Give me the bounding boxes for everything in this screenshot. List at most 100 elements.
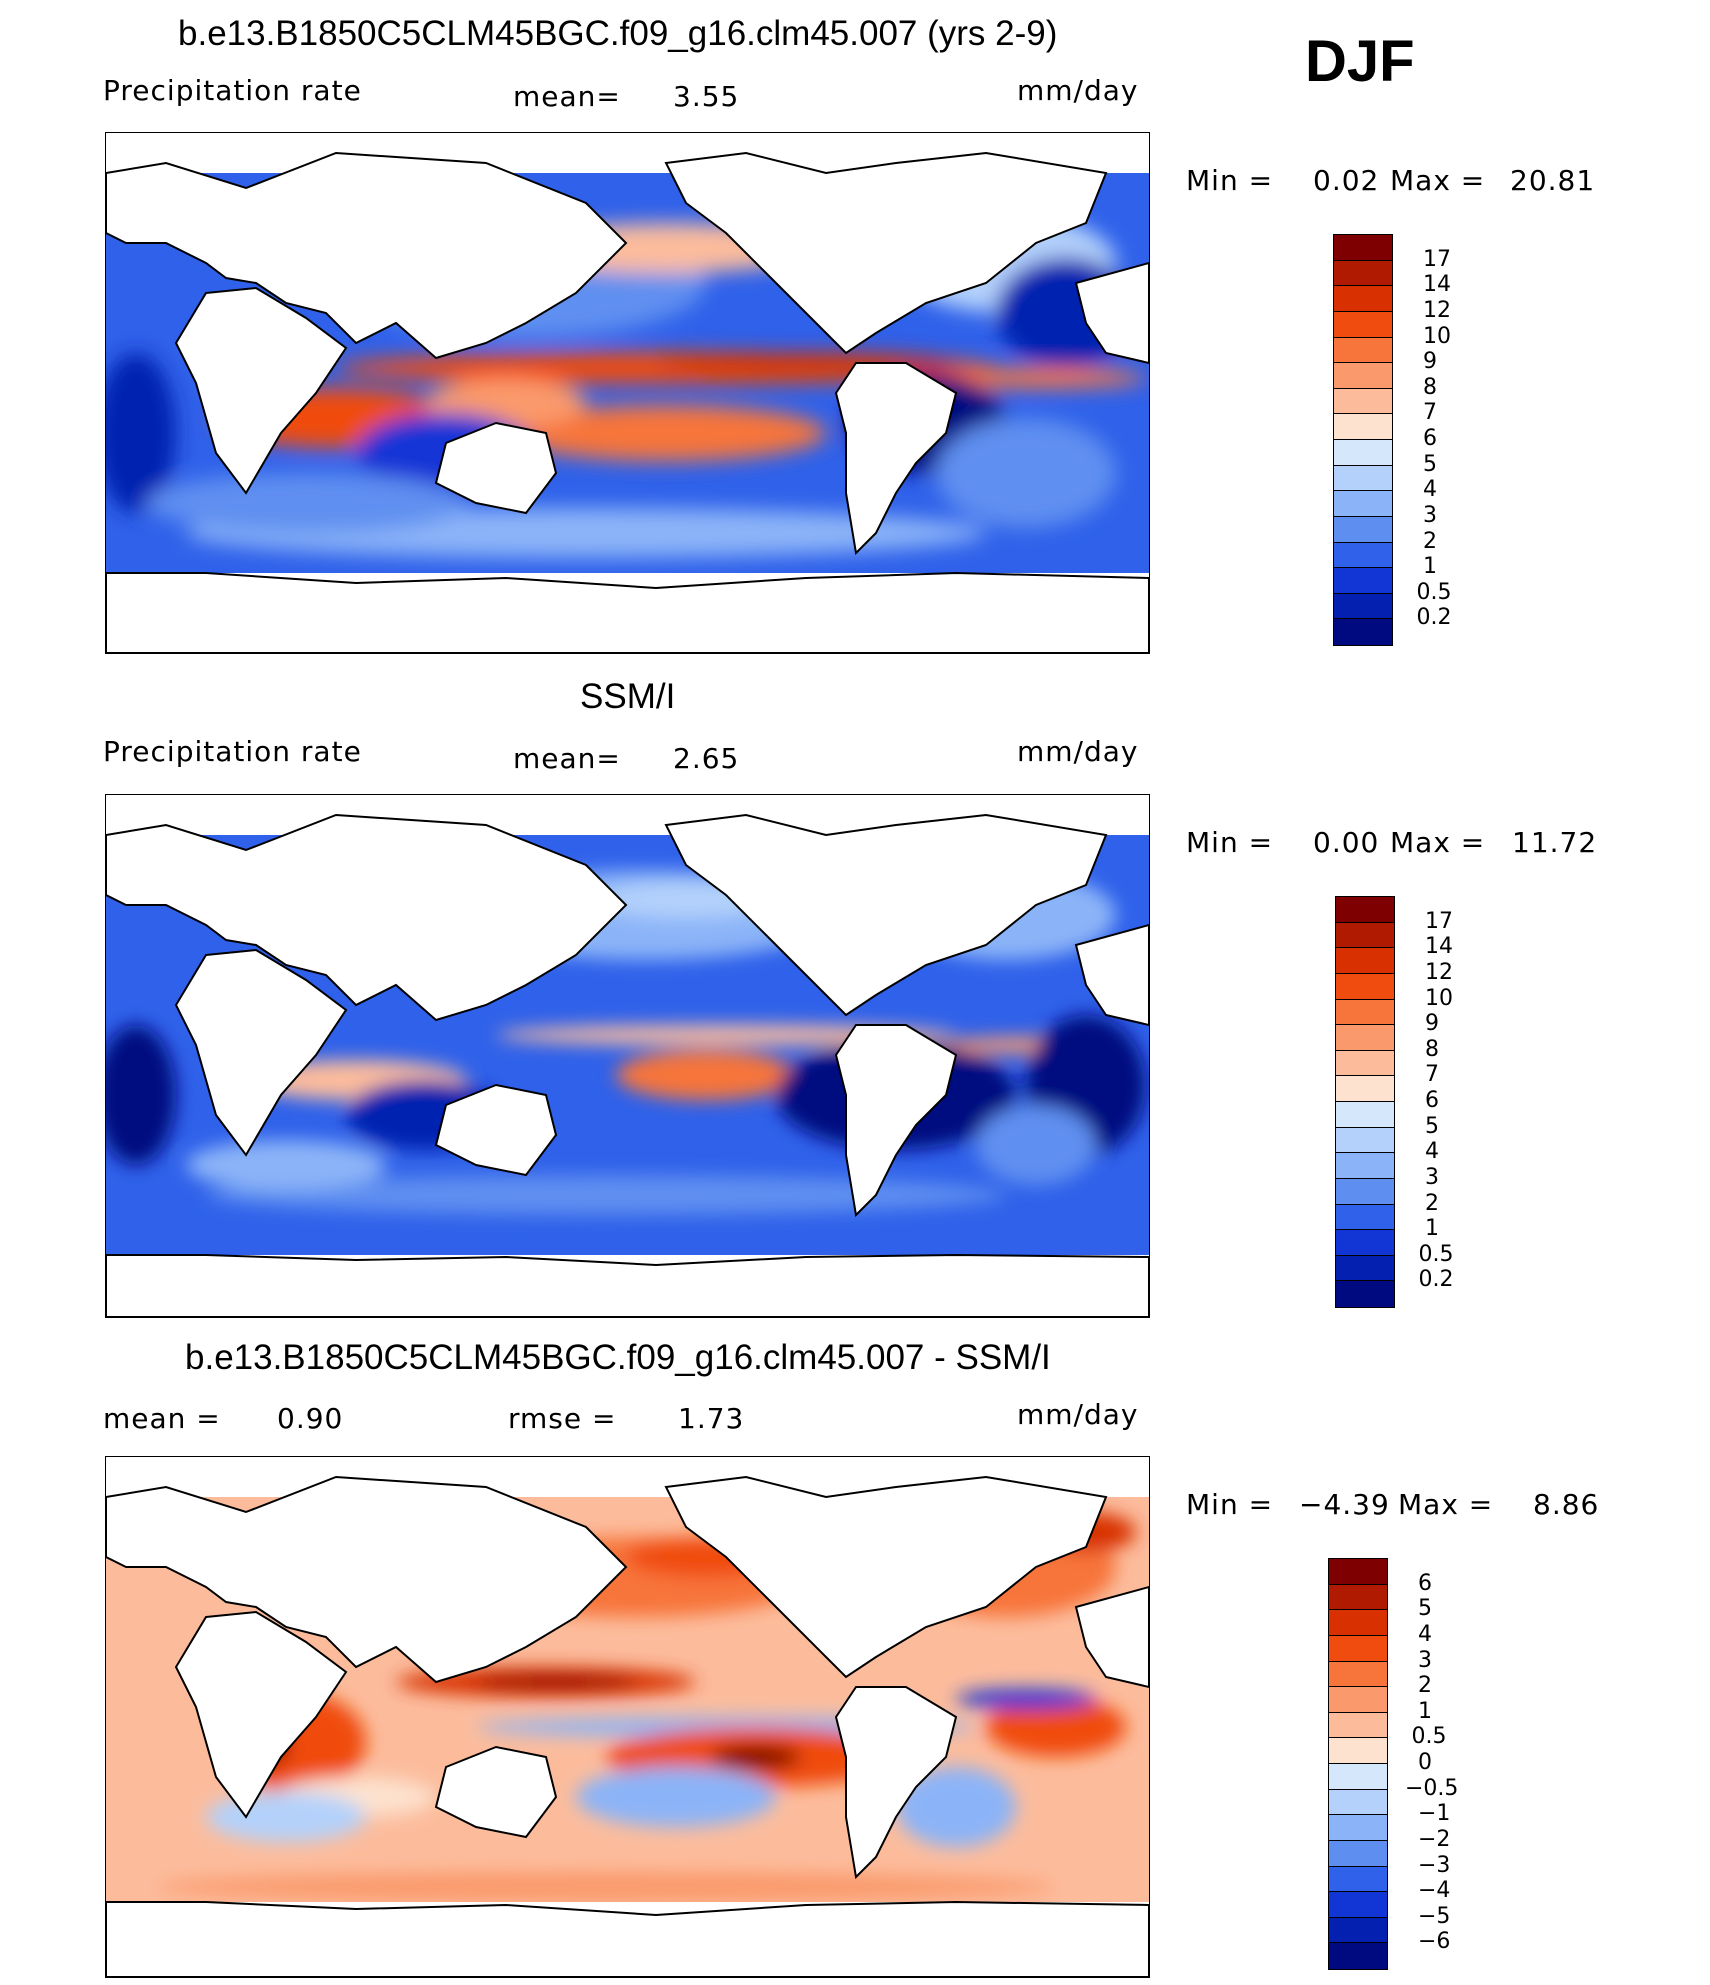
colorbar-segment [1336,1281,1394,1307]
colorbar-segment [1329,1661,1387,1688]
colorbar-tick-label: 12 [1423,297,1451,323]
panel1-min-label: Min = [1186,164,1274,197]
colorbar-tick-label: 2 [1423,528,1437,554]
panel3-min-value: −4.39 [1299,1488,1390,1521]
colorbar-segment [1334,568,1392,594]
colorbar-segment [1329,1635,1387,1662]
colorbar-segment [1329,1712,1387,1739]
colorbar-segment [1329,1943,1387,1969]
colorbar-tick-label: 4 [1418,1621,1432,1647]
colorbar-tick-label: 1 [1423,554,1437,580]
colorbar-tick-label: 3 [1418,1647,1432,1673]
colorbar-segment [1336,922,1394,949]
colorbar-segment [1336,973,1394,1000]
colorbar-segment [1336,948,1394,974]
panel3-rmse-label: rmse = [508,1402,617,1435]
panel3-continents [106,1475,1149,1977]
colorbar-segment [1336,1127,1394,1154]
panel2-continents [106,813,1149,1317]
colorbar-tick-label: 14 [1423,272,1451,298]
panel2-min-value: 0.00 [1313,826,1380,859]
colorbar-segment [1329,1764,1387,1790]
panel1-units: mm/day [1017,74,1139,107]
colorbar-tick-label: −3 [1418,1852,1451,1878]
colorbar-segment [1334,337,1392,364]
colorbar-segment [1334,363,1392,389]
colorbar-segment [1334,491,1392,517]
panel3-mean-label: mean = [103,1402,221,1435]
colorbar-tick-label: 0.2 [1416,605,1452,631]
colorbar-tick-label: 0.5 [1418,1241,1454,1267]
panel1-variable: Precipitation rate [103,74,362,107]
colorbar-segment [1329,1610,1387,1636]
colorbar-segment [1336,1102,1394,1128]
panel1-colorbar [1333,234,1393,646]
colorbar-tick-label: 12 [1425,959,1453,985]
colorbar-tick-label: 6 [1418,1570,1432,1596]
colorbar-tick-label: 1 [1418,1698,1432,1724]
panel2-min-label: Min = [1186,826,1274,859]
colorbar-tick-label: −0.5 [1405,1775,1459,1801]
colorbar-segment [1336,1204,1394,1231]
colorbar-tick-label: 7 [1425,1062,1439,1088]
colorbar-segment [1334,414,1392,440]
colorbar-tick-label: 2 [1425,1190,1439,1216]
colorbar-segment [1336,897,1394,923]
colorbar-segment [1334,260,1392,287]
colorbar-tick-label: 9 [1425,1011,1439,1037]
panel2-title: SSM/I [580,677,676,716]
colorbar-segment [1334,516,1392,543]
colorbar-tick-label: 10 [1425,985,1453,1011]
colorbar-segment [1329,1789,1387,1816]
colorbar-segment [1334,311,1392,338]
colorbar-segment [1336,1050,1394,1077]
panel3-rmse-value: 1.73 [678,1402,745,1435]
colorbar-tick-label: 6 [1425,1088,1439,1113]
colorbar-tick-label: 0 [1418,1750,1432,1775]
panel3-colorbar [1328,1558,1388,1970]
colorbar-tick-label: 17 [1423,246,1451,272]
colorbar-tick-label: −6 [1418,1929,1451,1955]
panel1-continents [106,151,1149,653]
colorbar-tick-label: 5 [1418,1596,1432,1622]
colorbar-tick-label: 0.5 [1411,1724,1447,1750]
colorbar-segment [1329,1687,1387,1713]
panel1-mean-value: 3.55 [673,80,740,113]
colorbar-tick-label: 14 [1425,934,1453,960]
colorbar-segment [1334,619,1392,645]
colorbar-segment [1334,440,1392,466]
panel2-mean-value: 2.65 [673,742,740,775]
colorbar-segment [1334,465,1392,492]
colorbar-tick-label: 5 [1425,1113,1439,1139]
panel2-units: mm/day [1017,735,1139,768]
panel1-mean-label: mean= [513,80,621,113]
colorbar-tick-label: 4 [1425,1139,1439,1165]
colorbar-tick-label: 10 [1423,323,1451,349]
colorbar-tick-label: 8 [1425,1036,1439,1062]
panel2-max-label: Max = [1390,826,1486,859]
colorbar-segment [1336,1076,1394,1102]
colorbar-segment [1329,1840,1387,1867]
colorbar-tick-label: 6 [1423,426,1437,451]
panel2-map [105,794,1150,1318]
colorbar-segment [1329,1866,1387,1893]
colorbar-segment [1334,286,1392,312]
colorbar-segment [1329,1892,1387,1918]
colorbar-segment [1336,1230,1394,1256]
colorbar-segment [1329,1738,1387,1764]
colorbar-tick-label: 5 [1423,451,1437,477]
panel2-colorbar [1335,896,1395,1308]
panel2-mean-label: mean= [513,742,621,775]
colorbar-segment [1329,1559,1387,1585]
colorbar-segment [1336,1178,1394,1205]
colorbar-segment [1334,542,1392,569]
colorbar-tick-label: 0.5 [1416,579,1452,605]
panel1-max-value: 20.81 [1510,164,1596,197]
colorbar-tick-label: 3 [1423,502,1437,528]
colorbar-tick-label: 1 [1425,1216,1439,1242]
panel3-mean-value: 0.90 [277,1402,344,1435]
colorbar-segment [1334,235,1392,261]
colorbar-tick-label: 9 [1423,349,1437,375]
colorbar-segment [1329,1815,1387,1841]
colorbar-tick-label: 0.2 [1418,1267,1454,1293]
